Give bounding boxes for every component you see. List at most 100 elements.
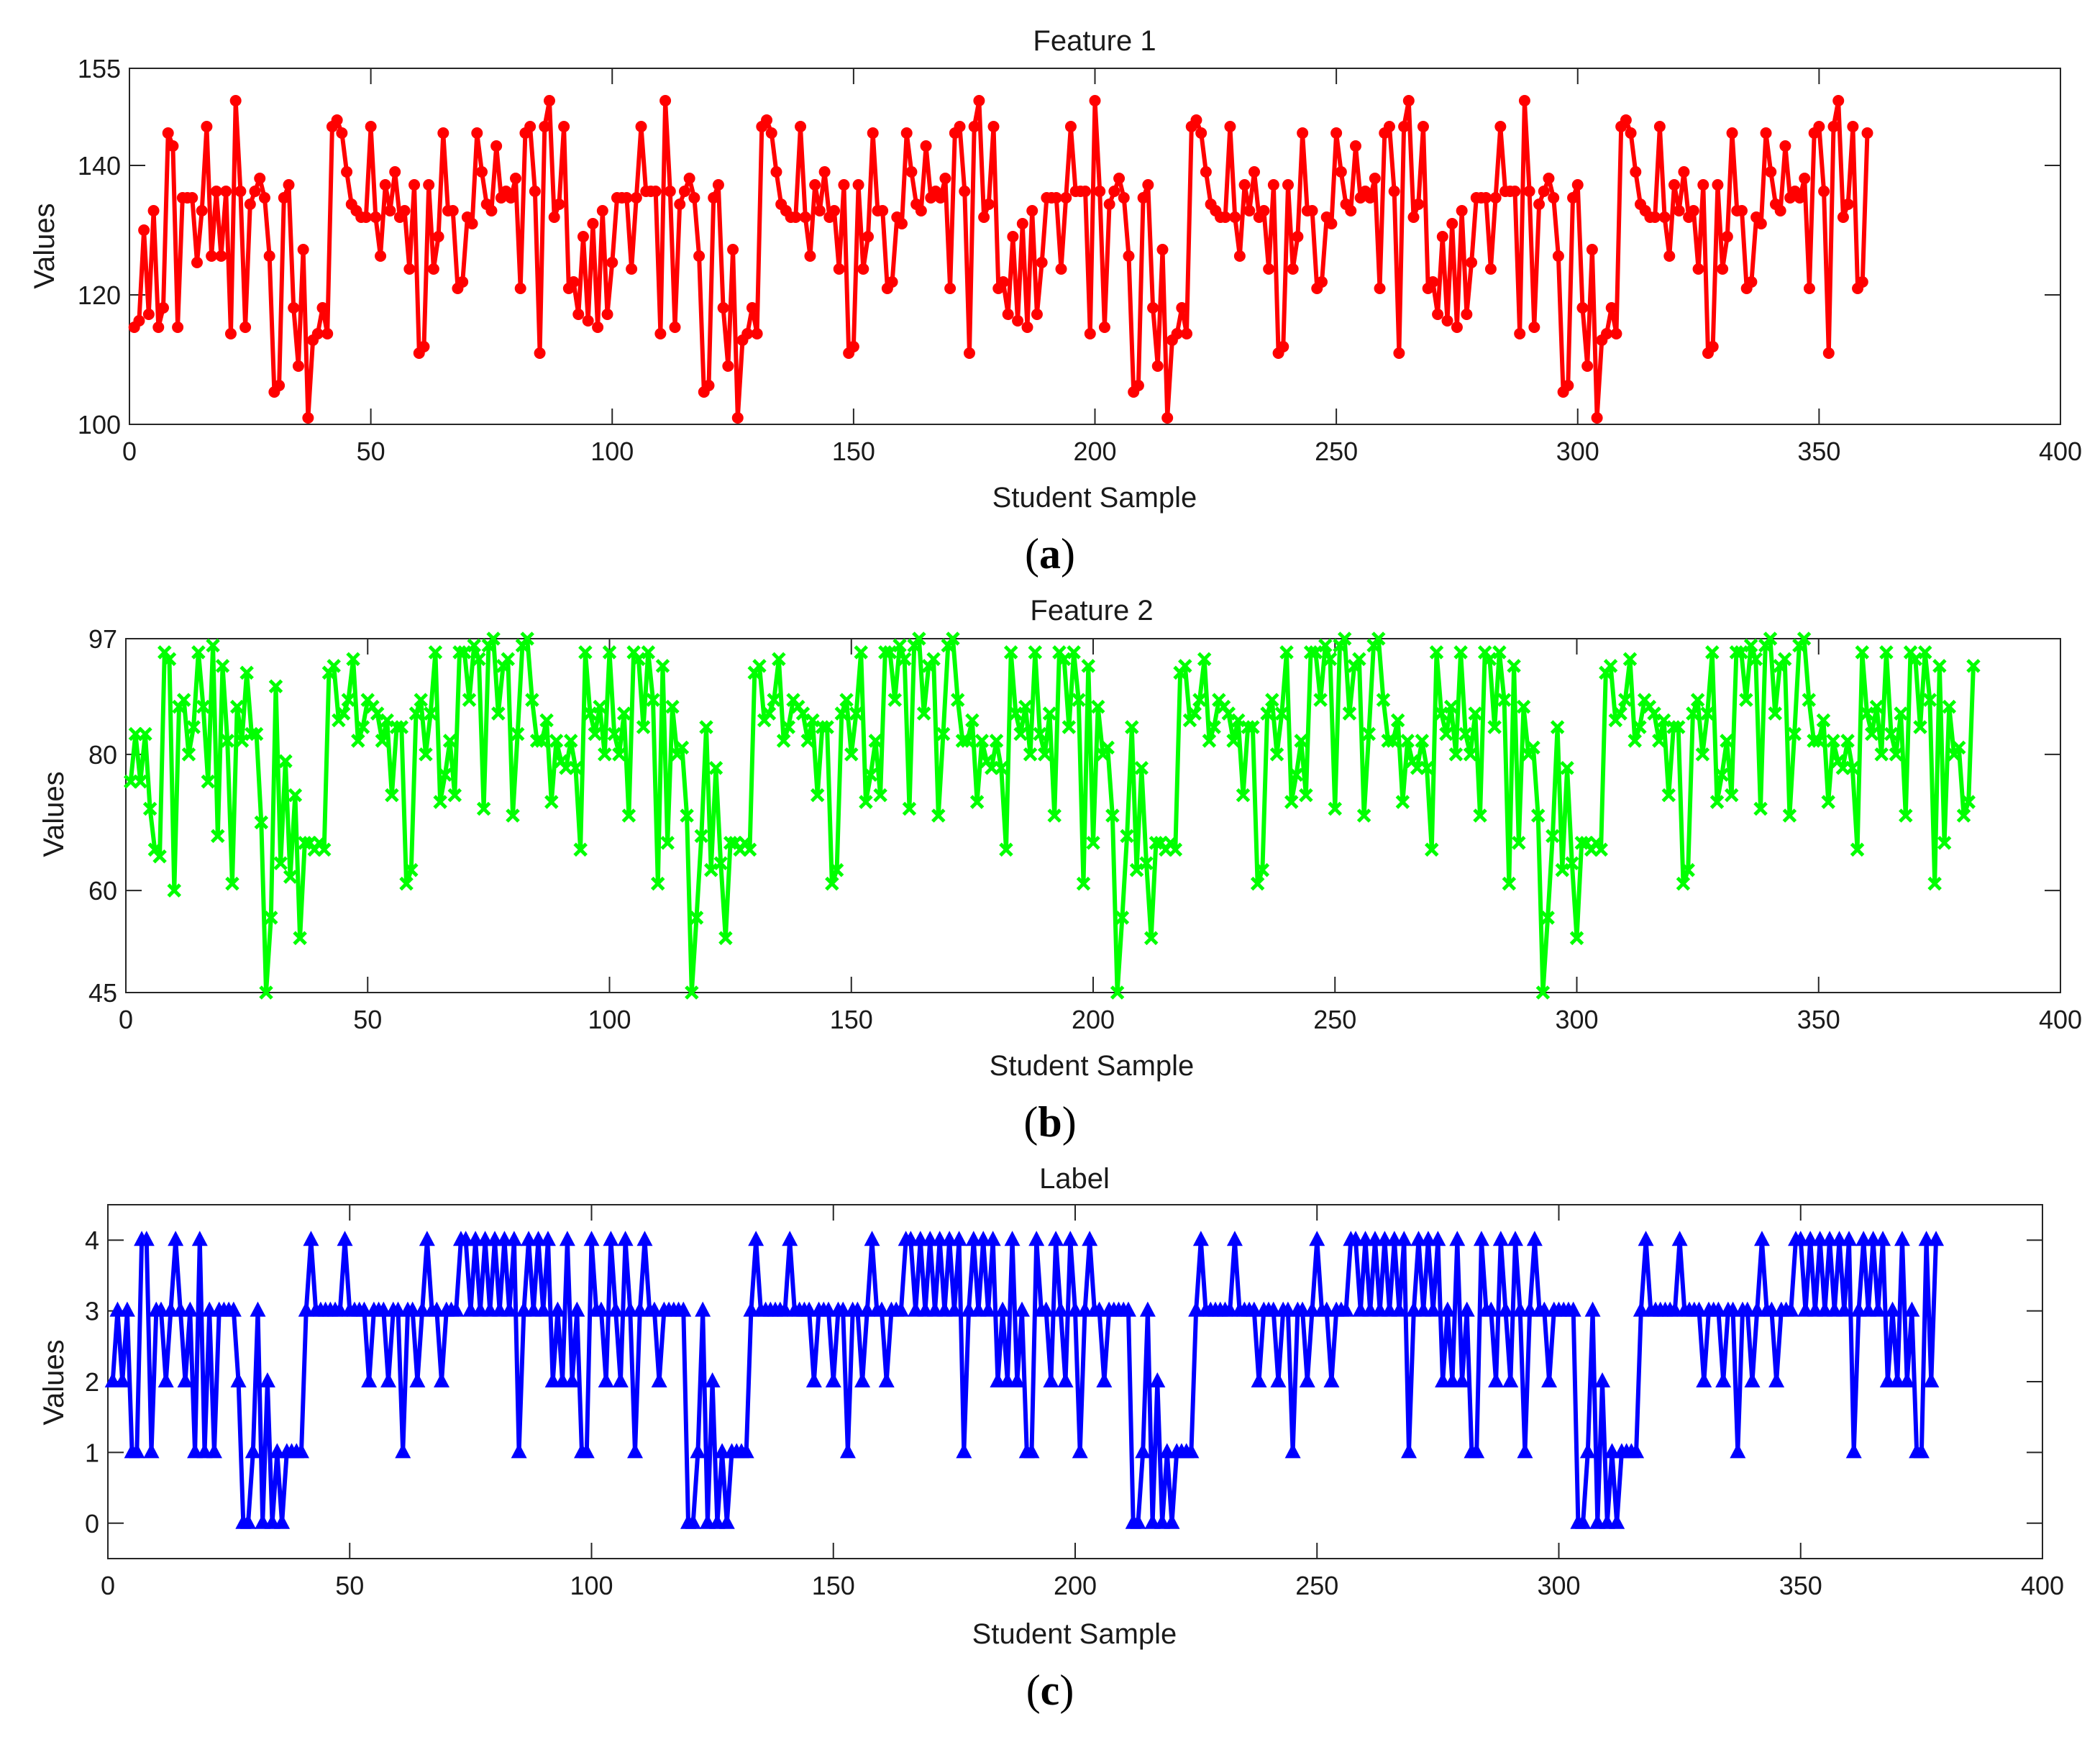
data-point bbox=[800, 734, 815, 748]
data-point bbox=[1207, 720, 1221, 734]
data-point bbox=[1827, 121, 1840, 132]
data-point bbox=[1845, 1443, 1862, 1459]
data-point bbox=[191, 1231, 208, 1246]
data-point bbox=[1139, 856, 1154, 870]
data-point bbox=[704, 1372, 721, 1387]
data-point bbox=[834, 706, 849, 721]
data-point bbox=[839, 693, 854, 707]
panel-a-series bbox=[128, 95, 1873, 424]
data-point bbox=[432, 231, 444, 242]
data-point bbox=[738, 1443, 754, 1459]
data-point bbox=[931, 808, 946, 823]
data-point bbox=[1195, 127, 1208, 139]
data-point bbox=[641, 645, 656, 660]
data-point bbox=[1617, 693, 1633, 707]
data-point bbox=[414, 693, 428, 707]
data-point bbox=[447, 788, 462, 803]
data-point bbox=[1238, 179, 1251, 191]
data-point bbox=[311, 328, 324, 339]
data-point bbox=[491, 706, 506, 721]
y-tick-label: 97 bbox=[88, 624, 117, 654]
data-point bbox=[1567, 192, 1579, 204]
data-point bbox=[408, 706, 424, 721]
x-tick-label: 200 bbox=[1072, 1005, 1115, 1034]
data-point bbox=[563, 734, 578, 748]
data-point bbox=[1647, 706, 1661, 721]
data-point bbox=[337, 1231, 353, 1246]
data-point bbox=[762, 706, 777, 721]
data-point bbox=[902, 801, 917, 816]
data-point bbox=[1818, 186, 1830, 197]
data-point bbox=[447, 205, 459, 216]
data-point bbox=[1613, 706, 1628, 721]
data-point bbox=[973, 95, 985, 106]
data-point bbox=[695, 1301, 711, 1317]
data-point bbox=[703, 862, 718, 877]
data-point bbox=[746, 302, 758, 314]
data-point bbox=[419, 1231, 435, 1246]
data-point bbox=[608, 1301, 624, 1317]
data-point bbox=[680, 808, 694, 823]
data-point bbox=[897, 652, 912, 667]
data-point bbox=[602, 645, 617, 660]
data-point bbox=[524, 121, 537, 132]
data-point bbox=[249, 726, 264, 742]
data-point bbox=[1265, 693, 1279, 707]
data-point bbox=[1507, 659, 1521, 673]
data-point bbox=[862, 231, 875, 242]
data-point bbox=[1480, 192, 1492, 204]
data-point bbox=[1468, 706, 1483, 721]
data-point bbox=[790, 211, 802, 223]
data-point bbox=[994, 761, 1008, 775]
data-point bbox=[186, 192, 198, 204]
data-point bbox=[1899, 1372, 1915, 1387]
data-point bbox=[196, 699, 211, 714]
panel-b-series bbox=[123, 631, 1981, 1000]
data-point bbox=[457, 276, 469, 288]
data-point bbox=[854, 645, 868, 660]
data-point bbox=[1342, 706, 1357, 721]
data-point bbox=[427, 263, 439, 275]
data-point bbox=[969, 795, 985, 809]
data-point bbox=[1164, 1513, 1180, 1529]
data-point bbox=[1739, 693, 1753, 707]
data-point bbox=[956, 1443, 972, 1459]
data-point bbox=[206, 250, 218, 262]
data-point bbox=[1002, 309, 1014, 320]
data-point bbox=[920, 140, 932, 152]
panel-a-xlabel: Student Sample bbox=[992, 482, 1197, 514]
data-point bbox=[1430, 1231, 1446, 1246]
data-point bbox=[361, 1372, 378, 1387]
data-point bbox=[1575, 1513, 1592, 1529]
data-point bbox=[1417, 121, 1429, 132]
data-point bbox=[1715, 1372, 1732, 1387]
data-point bbox=[748, 1231, 764, 1246]
data-point bbox=[954, 121, 966, 132]
data-point bbox=[1200, 166, 1212, 178]
data-point bbox=[466, 218, 478, 229]
x-tick-label: 100 bbox=[588, 1005, 631, 1034]
data-point bbox=[1458, 1301, 1475, 1317]
data-point bbox=[1923, 1372, 1940, 1387]
data-point bbox=[583, 1231, 600, 1246]
data-point bbox=[1202, 734, 1217, 748]
data-point bbox=[1064, 121, 1077, 132]
x-tick-label: 300 bbox=[1537, 1571, 1580, 1600]
data-point bbox=[1856, 276, 1868, 288]
data-point bbox=[1787, 726, 1802, 742]
data-point bbox=[375, 734, 390, 748]
data-point bbox=[1832, 95, 1845, 106]
data-point bbox=[258, 192, 270, 204]
data-point bbox=[191, 645, 206, 660]
data-point bbox=[727, 244, 739, 255]
data-point bbox=[1463, 747, 1478, 762]
data-point bbox=[1243, 205, 1256, 216]
data-point bbox=[1638, 1231, 1654, 1246]
data-point bbox=[1349, 140, 1361, 152]
data-point bbox=[1628, 1443, 1645, 1459]
data-point bbox=[1192, 693, 1207, 707]
data-point bbox=[1861, 127, 1873, 139]
data-point bbox=[1415, 734, 1430, 748]
data-point bbox=[1425, 1301, 1441, 1317]
data-point bbox=[1681, 862, 1695, 877]
